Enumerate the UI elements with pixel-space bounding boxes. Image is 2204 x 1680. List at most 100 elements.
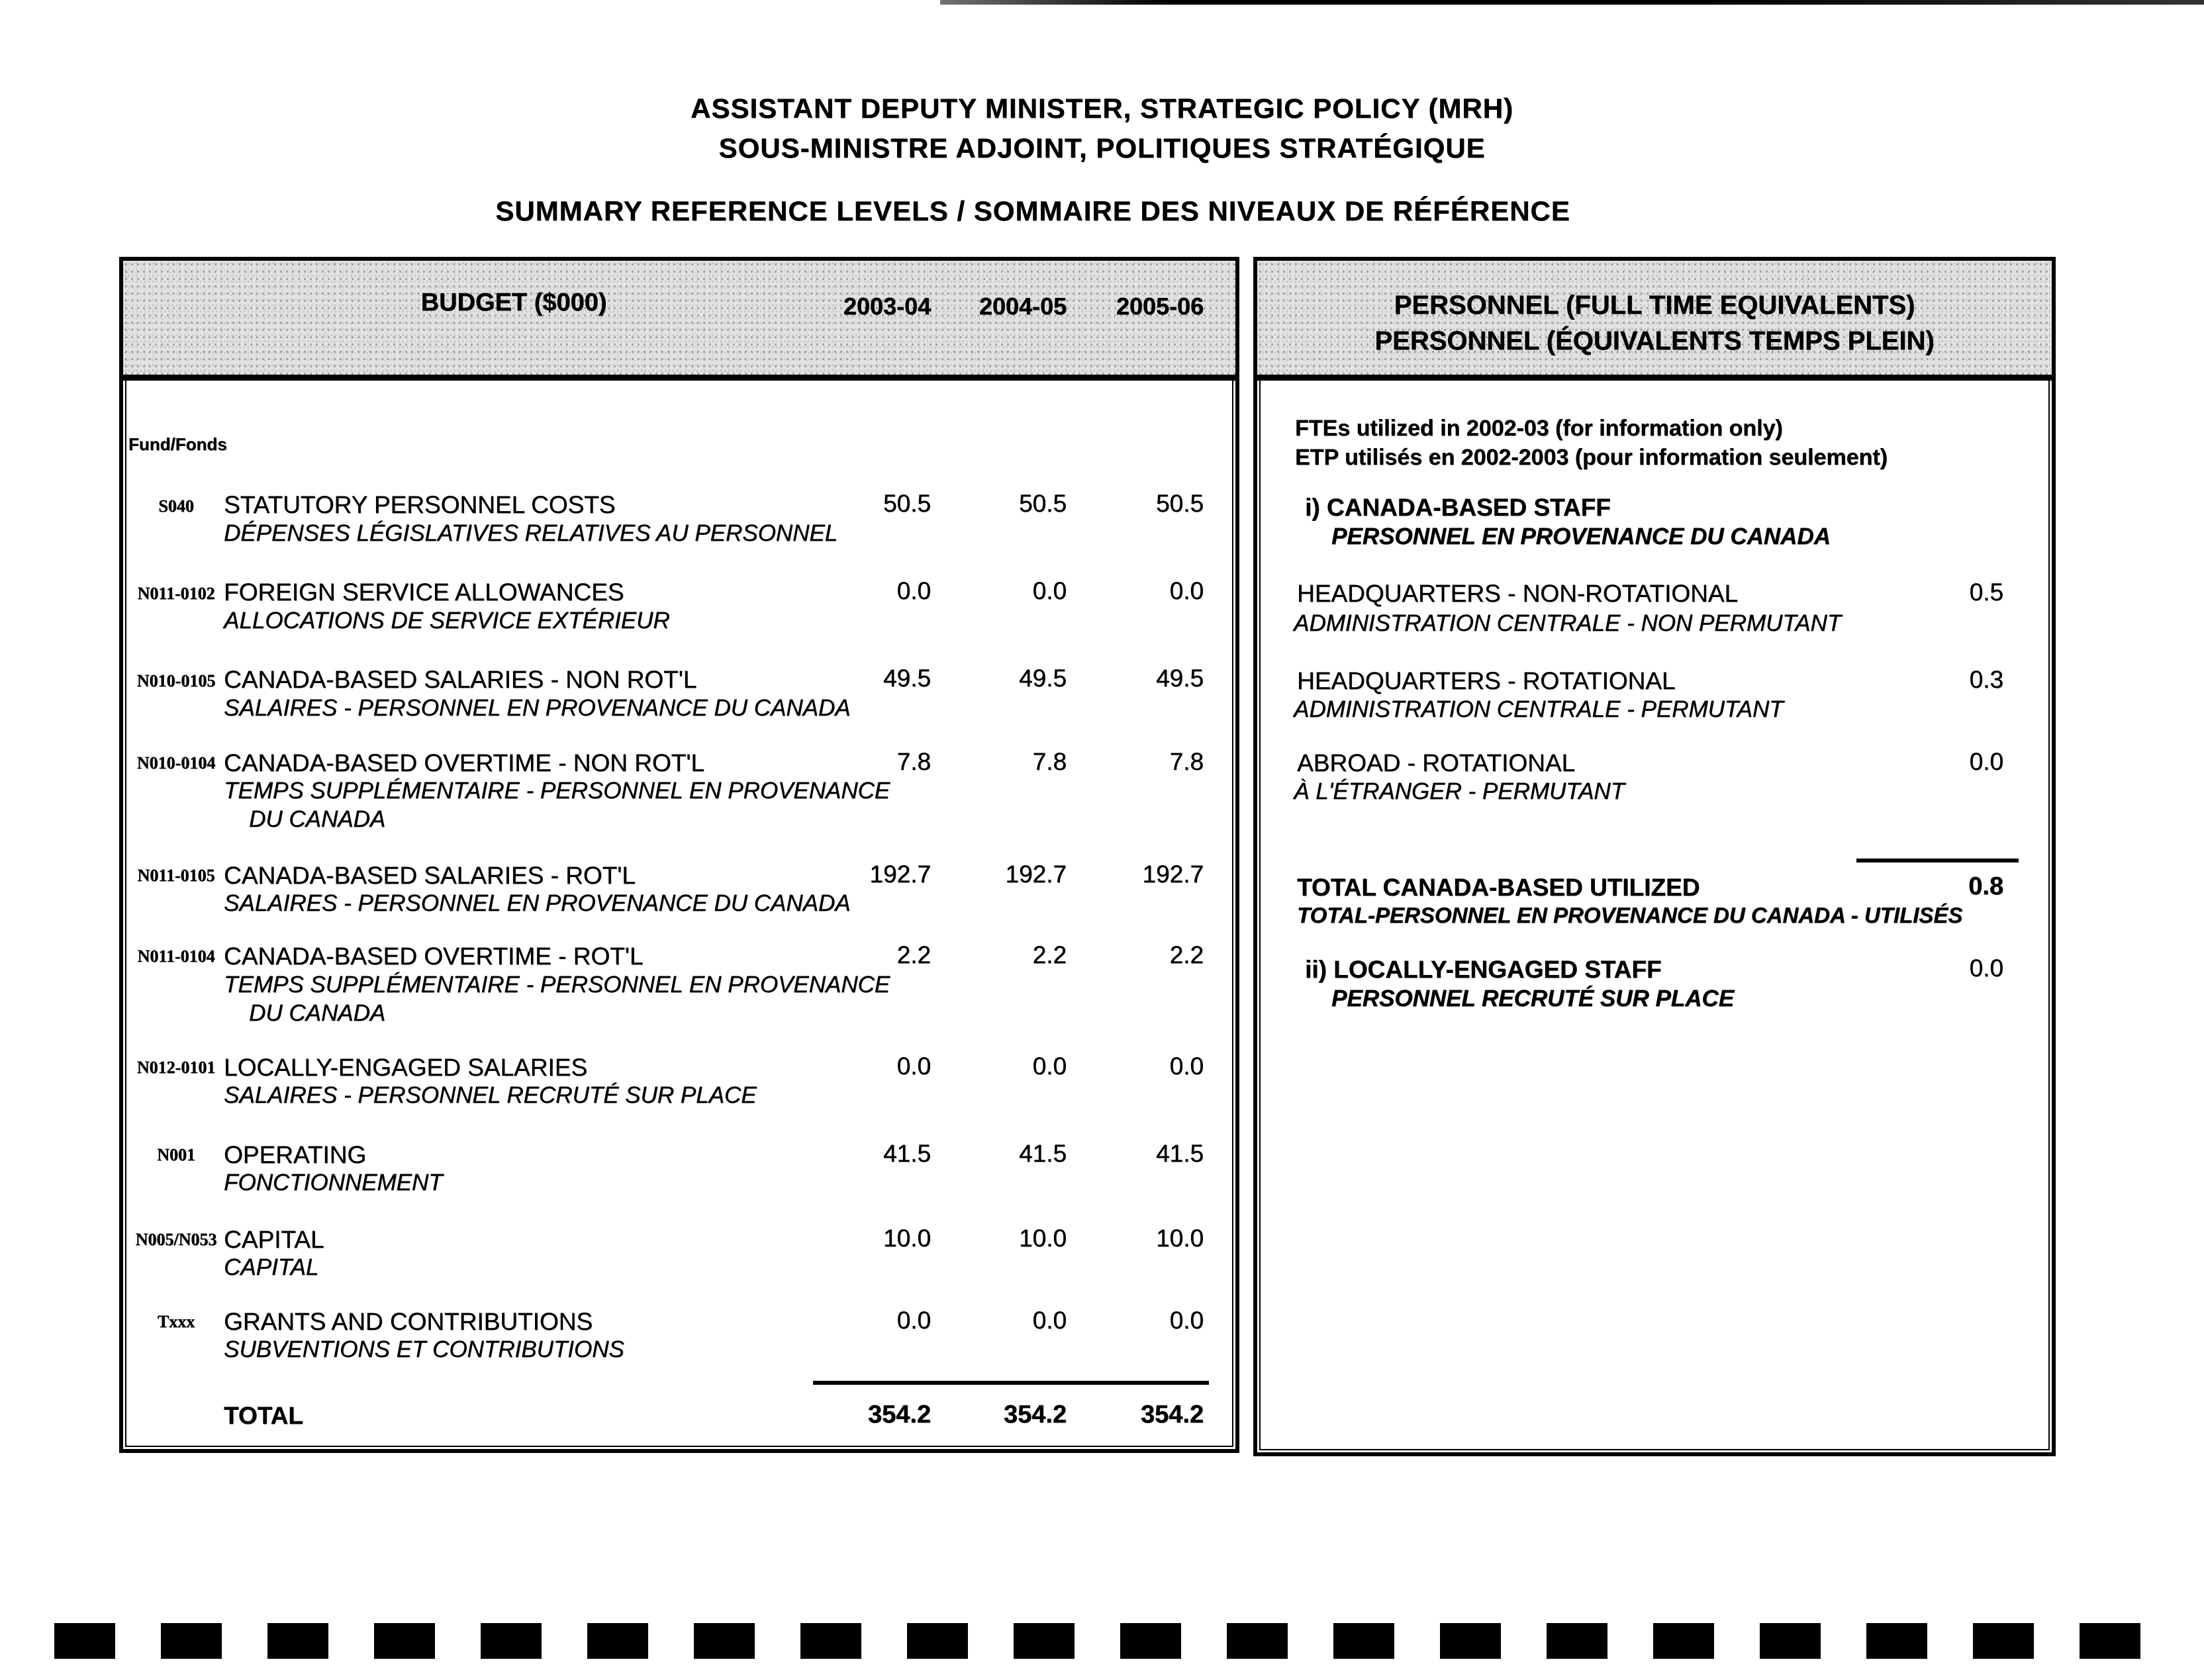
fte-note-en: FTEs utilized in 2002-03 (for informatio…: [1295, 416, 1783, 441]
budget-value: 41.5: [1018, 1140, 1067, 1167]
binding-holes-strip: [54, 1623, 2178, 1659]
budget-value: 41.5: [1155, 1140, 1204, 1167]
scan-artifact-top-streak: [940, 0, 2204, 5]
budget-row-label-fr: ALLOCATIONS DE SERVICE EXTÉRIEUR: [224, 608, 670, 633]
personnel-total-label-fr: TOTAL-PERSONNEL EN PROVENANCE DU CANADA …: [1297, 903, 1963, 927]
year-column-header-2: 2004-05: [979, 293, 1067, 320]
personnel-table-header-band: PERSONNEL (FULL TIME EQUIVALENTS) PERSON…: [1257, 261, 2052, 381]
budget-row-label-fr: CAPITAL: [224, 1254, 319, 1280]
fte-note-fr: ETP utilisés en 2002-2003 (pour informat…: [1295, 445, 1888, 470]
personnel-table: PERSONNEL (FULL TIME EQUIVALENTS) PERSON…: [1253, 257, 2056, 1456]
budget-row-code: N010-0105: [136, 671, 216, 690]
budget-row-code: N011-0102: [137, 584, 215, 603]
budget-row-label-fr: TEMPS SUPPLÉMENTAIRE - PERSONNEL EN PROV…: [224, 972, 890, 998]
budget-total-rule: [813, 1381, 1209, 1385]
budget-row-code: N011-0105: [137, 866, 215, 885]
section2-value: 0.0: [1969, 955, 2003, 982]
personnel-total-value: 0.8: [1968, 872, 2003, 900]
budget-value: 50.5: [1155, 490, 1204, 517]
personnel-total-label-en: TOTAL CANADA-BASED UTILIZED: [1297, 874, 1700, 901]
budget-row-code: S040: [158, 496, 194, 516]
budget-value: 0.0: [1169, 1052, 1204, 1080]
personnel-row-label-fr: ADMINISTRATION CENTRALE - PERMUTANT: [1294, 696, 1784, 722]
budget-value: 50.5: [1018, 490, 1067, 517]
budget-row-code: Txxx: [157, 1312, 195, 1331]
budget-row-label-en: CANADA-BASED OVERTIME - ROT'L: [224, 943, 644, 970]
budget-table-header-band: BUDGET ($000) 2003-04 2004-05 2005-06: [123, 261, 1235, 381]
budget-row-code: N005/N053: [135, 1230, 217, 1249]
personnel-row-label-fr: ADMINISTRATION CENTRALE - NON PERMUTANT: [1294, 610, 1842, 636]
budget-value: 7.8: [1032, 748, 1067, 775]
personnel-row-label-fr: À L'ÉTRANGER - PERMUTANT: [1294, 778, 1625, 804]
budget-row-code: N011-0104: [137, 947, 215, 966]
budget-row-label-en: STATUTORY PERSONNEL COSTS: [224, 491, 616, 518]
budget-row-label-en: GRANTS AND CONTRIBUTIONS: [224, 1308, 593, 1335]
budget-total-label: TOTAL: [224, 1402, 303, 1429]
section1-label-en: i) CANADA-BASED STAFF: [1305, 494, 1611, 521]
budget-value: 0.0: [1032, 1307, 1067, 1334]
personnel-total-rule: [1856, 859, 2019, 863]
document-title-fr: SOUS-MINISTRE ADJOINT, POLITIQUES STRATÉ…: [718, 132, 1486, 163]
budget-value: 7.8: [896, 748, 931, 775]
budget-value: 10.0: [1155, 1225, 1204, 1252]
section1-label-fr: PERSONNEL EN PROVENANCE DU CANADA: [1331, 524, 1831, 549]
document-title-en: ASSISTANT DEPUTY MINISTER, STRATEGIC POL…: [691, 93, 1513, 124]
budget-value: 2.2: [896, 941, 931, 968]
budget-value: 49.5: [1155, 665, 1204, 692]
personnel-value: 0.3: [1969, 666, 2003, 693]
budget-value: 2.2: [1169, 941, 1204, 968]
budget-value: 0.0: [1032, 577, 1067, 604]
budget-value: 0.0: [896, 1052, 931, 1080]
budget-table-title: BUDGET ($000): [420, 289, 607, 316]
personnel-table-title-en: PERSONNEL (FULL TIME EQUIVALENTS): [1394, 291, 1915, 320]
budget-row-label-fr: DÉPENSES LÉGISLATIVES RELATIVES AU PERSO…: [224, 520, 838, 546]
budget-row-label-en: OPERATING: [224, 1141, 367, 1168]
budget-row-label-fr: TEMPS SUPPLÉMENTAIRE - PERSONNEL EN PROV…: [224, 778, 890, 804]
budget-total-value: 354.2: [867, 1401, 931, 1428]
budget-total-value: 354.2: [1003, 1401, 1067, 1428]
budget-value: 7.8: [1169, 748, 1204, 775]
budget-row-label-en: CANADA-BASED OVERTIME - NON ROT'L: [224, 749, 704, 776]
personnel-table-title-fr: PERSONNEL (ÉQUIVALENTS TEMPS PLEIN): [1374, 326, 1935, 355]
budget-value: 192.7: [1005, 861, 1067, 888]
budget-total-value: 354.2: [1140, 1401, 1204, 1428]
budget-value: 0.0: [1032, 1052, 1067, 1080]
personnel-table-title: PERSONNEL (FULL TIME EQUIVALENTS) PERSON…: [1257, 287, 2052, 359]
budget-row-label-en: FOREIGN SERVICE ALLOWANCES: [224, 579, 624, 606]
budget-row-label-fr2: DU CANADA: [249, 1000, 386, 1026]
budget-value: 192.7: [869, 861, 931, 888]
budget-value: 0.0: [896, 1307, 931, 1334]
section2-label-fr: PERSONNEL RECRUTÉ SUR PLACE: [1331, 986, 1735, 1011]
personnel-row-label-en: ABROAD - ROTATIONAL: [1297, 749, 1576, 776]
personnel-value: 0.0: [1969, 748, 2003, 775]
budget-value: 41.5: [883, 1140, 931, 1167]
personnel-value: 0.5: [1969, 579, 2003, 606]
personnel-row-label-en: HEADQUARTERS - NON-ROTATIONAL: [1297, 580, 1739, 607]
budget-value: 10.0: [883, 1225, 931, 1252]
budget-value: 0.0: [896, 577, 931, 604]
budget-row-code: N001: [157, 1145, 195, 1164]
budget-value: 49.5: [1018, 665, 1067, 692]
budget-value: 50.5: [883, 490, 931, 517]
budget-row-label-en: LOCALLY-ENGAGED SALARIES: [224, 1054, 588, 1081]
budget-row-label-en: CANADA-BASED SALARIES - ROT'L: [224, 862, 636, 889]
budget-row-label-fr: SUBVENTIONS ET CONTRIBUTIONS: [224, 1336, 624, 1362]
personnel-row-label-en: HEADQUARTERS - ROTATIONAL: [1297, 667, 1676, 694]
budget-row-label-fr: SALAIRES - PERSONNEL RECRUTÉ SUR PLACE: [224, 1082, 757, 1108]
document-subtitle: SUMMARY REFERENCE LEVELS / SOMMAIRE DES …: [495, 195, 1570, 226]
budget-value: 2.2: [1032, 941, 1067, 968]
budget-value: 0.0: [1169, 1307, 1204, 1334]
fund-column-label: Fund/Fonds: [128, 434, 227, 454]
budget-row-label-en: CAPITAL: [224, 1226, 324, 1253]
budget-value: 49.5: [883, 665, 931, 692]
section2-label-en: ii) LOCALLY-ENGAGED STAFF: [1305, 956, 1662, 983]
budget-row-label-fr: SALAIRES - PERSONNEL EN PROVENANCE DU CA…: [224, 890, 851, 916]
budget-row-label-fr2: DU CANADA: [249, 806, 386, 832]
budget-table: BUDGET ($000) 2003-04 2004-05 2005-06 Fu…: [119, 257, 1239, 1453]
budget-row-code: N010-0104: [136, 753, 216, 772]
budget-row-code: N012-0101: [136, 1058, 216, 1077]
budget-value: 192.7: [1142, 861, 1204, 888]
year-column-header-1: 2003-04: [843, 293, 931, 320]
budget-row-label-fr: SALAIRES - PERSONNEL EN PROVENANCE DU CA…: [224, 695, 851, 721]
